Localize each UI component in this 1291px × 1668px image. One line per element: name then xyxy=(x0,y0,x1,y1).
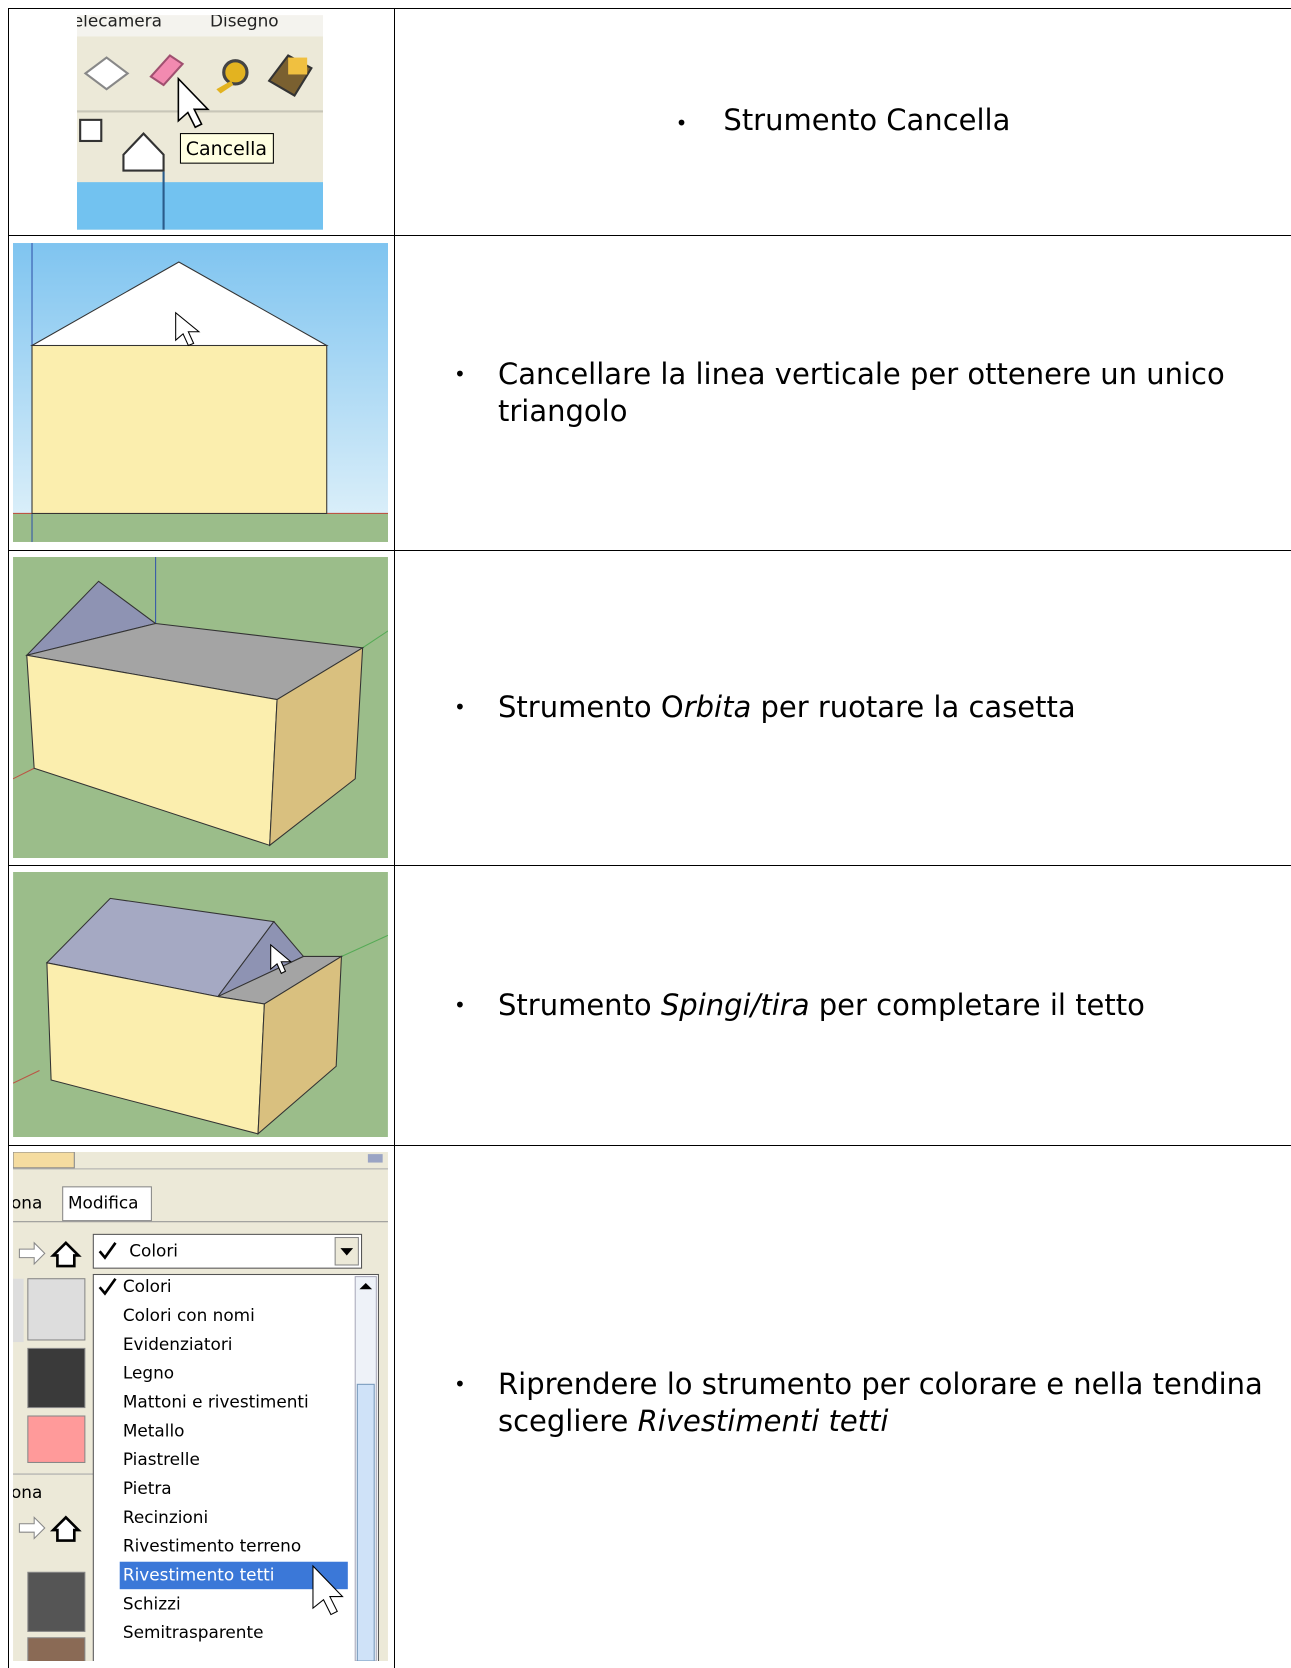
caption-text: Strumento xyxy=(498,987,661,1022)
list-item: Rivestimento terreno xyxy=(123,1536,301,1556)
column-divider xyxy=(394,8,395,1668)
caption-text: Riprendere lo strumento per colorare e n… xyxy=(498,1367,1263,1438)
list-item: Legno xyxy=(123,1363,174,1383)
list-item: Colori con nomi xyxy=(123,1305,255,1325)
tab: Modifica xyxy=(68,1193,139,1213)
materials-screenshot: ona Modifica Colori ona Colori Colori con… xyxy=(13,1152,388,1661)
bullet-item: Strumento Cancella xyxy=(395,102,1291,142)
caption-cell: Strumento Cancella xyxy=(395,8,1291,235)
row-divider xyxy=(8,1145,1291,1146)
caption-cell: Strumento Orbita per ruotare la casetta xyxy=(395,550,1291,865)
caption-text: Strumento Cancella xyxy=(723,102,1011,137)
tab: ona xyxy=(13,1193,42,1213)
house-front-screenshot xyxy=(13,243,388,542)
caption-cell: Strumento Spingi/tira per completare il … xyxy=(395,865,1291,1145)
list-item: Metallo xyxy=(123,1420,185,1440)
caption-text: Rivestimenti tetti xyxy=(637,1404,889,1438)
bullet-item: Strumento Orbita per ruotare la casetta xyxy=(454,689,1288,726)
bullet-item: Cancellare la linea verticale per ottene… xyxy=(454,356,1288,430)
bullet-item: Strumento Spingi/tira per completare il … xyxy=(454,987,1288,1024)
house-orbit-screenshot xyxy=(13,557,388,858)
list-item: Piastrelle xyxy=(123,1449,200,1469)
bullet-item: Riprendere lo strumento per colorare e n… xyxy=(454,1366,1288,1440)
caption-text: Cancellare la linea verticale per ottene… xyxy=(498,356,1225,428)
tooltip: Cancella xyxy=(186,138,267,160)
menu-item: Disegno xyxy=(210,15,279,31)
list-item: Rivestimento tetti xyxy=(123,1564,275,1584)
combo-value: Colori xyxy=(129,1240,178,1260)
list-item: Colori xyxy=(123,1276,172,1296)
tab: ona xyxy=(13,1482,42,1502)
caption-text: rbita xyxy=(683,690,752,724)
table-border xyxy=(8,8,1291,1668)
list-item: Schizzi xyxy=(123,1593,181,1613)
toolbar-screenshot: elecamera Disegno Cancella xyxy=(77,15,323,230)
house-pushpull-screenshot xyxy=(13,872,388,1137)
list-item: Pietra xyxy=(123,1478,172,1498)
caption-text: per ruotare la casetta xyxy=(751,690,1076,724)
list-item: Evidenziatori xyxy=(123,1334,233,1354)
bullet-list: Strumento Cancella xyxy=(395,102,1291,142)
row-divider xyxy=(8,865,1291,866)
bullet-list: Cancellare la linea verticale per ottene… xyxy=(395,356,1288,430)
list-item: Recinzioni xyxy=(123,1507,208,1527)
menu-item: elecamera xyxy=(77,15,162,31)
list-item: Mattoni e rivestimenti xyxy=(123,1391,309,1411)
bullet-list: Strumento Spingi/tira per completare il … xyxy=(395,987,1288,1024)
caption-cell: Riprendere lo strumento per colorare e n… xyxy=(395,1145,1291,1661)
list-item: Semitrasparente xyxy=(123,1622,264,1642)
caption-text: Spingi/tira xyxy=(660,987,810,1022)
caption-cell: Cancellare la linea verticale per ottene… xyxy=(395,235,1291,550)
bullet-list: Strumento Orbita per ruotare la casetta xyxy=(395,689,1288,726)
dropdown-list: Colori Colori con nomi Evidenziatori Legno M… xyxy=(123,1276,309,1642)
caption-text: Strumento O xyxy=(498,690,684,724)
bullet-list: Riprendere lo strumento per colorare e n… xyxy=(395,1366,1288,1440)
row-divider xyxy=(8,550,1291,551)
row-divider xyxy=(8,235,1291,236)
caption-text: per completare il tetto xyxy=(809,987,1145,1022)
